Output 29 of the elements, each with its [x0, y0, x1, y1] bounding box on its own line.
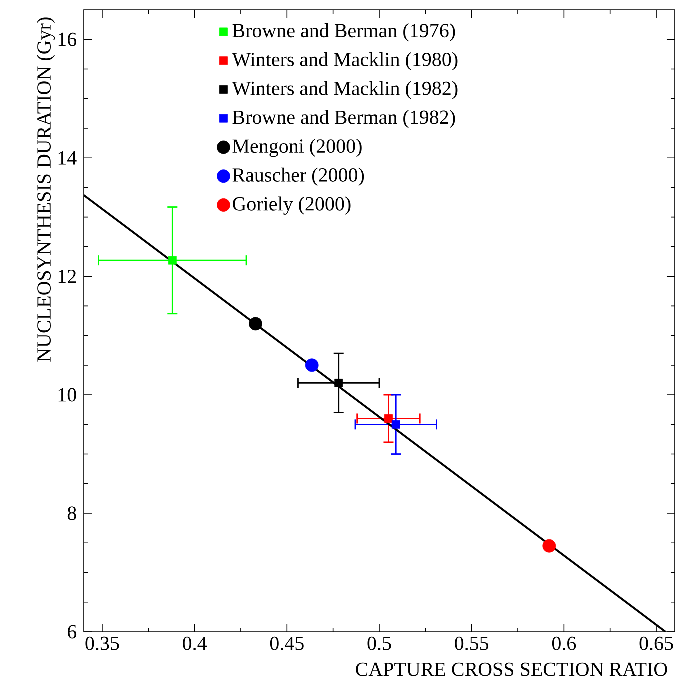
y-tick-label: 10	[58, 388, 76, 402]
legend-label: Rauscher (2000)	[232, 168, 364, 186]
point	[384, 414, 393, 423]
legend-label: Winters and Macklin (1982)	[232, 81, 458, 100]
legend-label: Winters and Macklin (1980)	[232, 52, 458, 71]
point	[334, 378, 344, 388]
point	[392, 420, 400, 429]
point	[249, 317, 262, 331]
legend-label: Browne and Berman (1976)	[232, 24, 456, 42]
legend-label: Mengoni (2000)	[232, 139, 362, 158]
y-tick-label: 16	[58, 32, 77, 46]
x-tick-label: 0.45	[270, 636, 304, 650]
x-tick-label: 0.65	[640, 636, 674, 650]
x-tick-label: 0.4	[183, 636, 207, 650]
y-tick-label: 12	[58, 270, 76, 284]
x-tick-label: 0.55	[455, 636, 489, 650]
point	[542, 539, 556, 553]
x-tick-label: 0.6	[552, 636, 576, 650]
x-axis-title: CAPTURE CROSS SECTION RATIO	[356, 662, 668, 676]
point	[168, 256, 177, 265]
y-tick-label: 8	[68, 506, 76, 520]
y-axis-title: NUCLEOSYNTHESIS DURATION (Gyr)	[36, 18, 56, 362]
legend-label: Browne and Berman (1982)	[232, 110, 456, 128]
y-tick-label: 6	[68, 625, 77, 639]
x-tick-label: 0.5	[368, 636, 392, 650]
legend-label: Goriely (2000)	[233, 196, 351, 215]
point	[305, 358, 319, 372]
x-tick-label: 0.35	[86, 636, 120, 650]
y-tick-label: 14	[58, 151, 77, 165]
